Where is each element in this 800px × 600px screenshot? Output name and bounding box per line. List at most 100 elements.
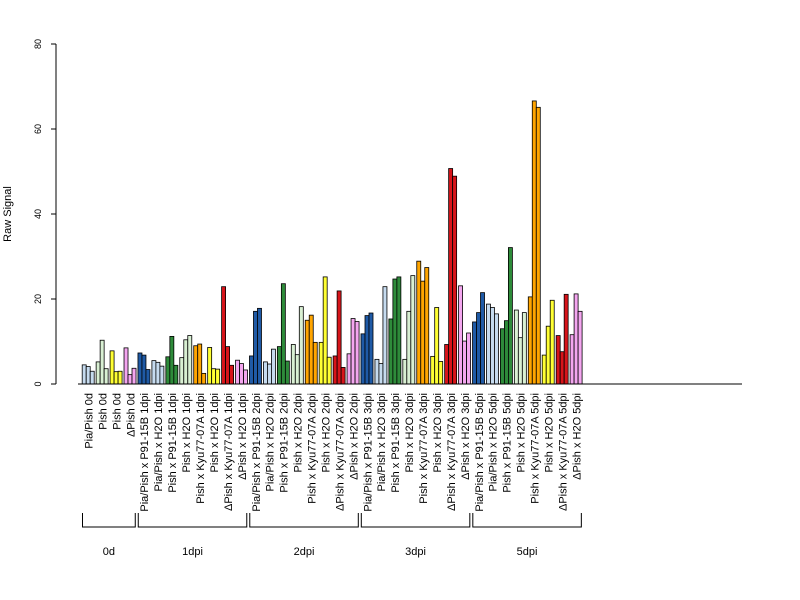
category-label: ΔPish x Kyu77-07A 5dpi [557, 393, 569, 511]
bar [476, 312, 481, 385]
bar [179, 357, 185, 385]
bar [103, 368, 109, 385]
bar [235, 359, 240, 385]
bar [271, 348, 276, 385]
bar [490, 307, 495, 385]
bar [123, 347, 129, 385]
bar [545, 325, 551, 385]
category-label: Pia/Pish x H2O 5dpi [488, 393, 500, 491]
bar [197, 343, 203, 385]
bar [563, 293, 569, 385]
category-label: Pish x Kyu77-07A 5dpi [530, 393, 542, 504]
bar [290, 344, 296, 385]
bar [155, 361, 161, 385]
bar [151, 360, 157, 385]
bar [81, 364, 87, 385]
bar [229, 364, 235, 385]
bar [340, 367, 346, 385]
bar [350, 318, 356, 385]
bar [117, 370, 123, 385]
bar [424, 267, 430, 385]
bar [253, 310, 258, 385]
category-label: Pish 0d [97, 393, 109, 430]
bar [444, 344, 450, 385]
category-label: ΔPish x Kyu77-07A 3dpi [446, 393, 458, 511]
bar [85, 366, 91, 385]
bar [388, 318, 394, 385]
category-label: Pish x H2O 2dpi [293, 393, 305, 472]
bar [159, 365, 165, 385]
bar [360, 333, 366, 385]
bar [402, 358, 408, 385]
category-label: Pish x H2O 5dpi [516, 393, 528, 472]
bar [141, 354, 147, 385]
group-label: 5dpi [517, 546, 538, 558]
bar [173, 364, 179, 385]
category-label: Pia/Pish x P91-15B 2dpi [251, 393, 263, 512]
group-bracket [360, 513, 471, 528]
bar [535, 106, 541, 385]
bar [113, 371, 119, 385]
category-label: ΔPish x Kyu77-07A 1dpi [223, 393, 235, 511]
bar [211, 368, 217, 385]
category-label: Pish x H2O 3dpi [404, 393, 416, 472]
bar [499, 328, 505, 385]
category-label: ΔPish x H2O 1dpi [237, 393, 249, 480]
bar [183, 339, 189, 385]
bar [312, 341, 318, 385]
bar [257, 307, 262, 385]
group-label: 2dpi [294, 546, 315, 558]
bar [109, 350, 115, 385]
category-label: Pia/Pish x P91-15B 1dpi [139, 393, 151, 512]
category-label: Pish x Kyu77-07A 1dpi [195, 393, 207, 504]
y-tick-label: 60 [33, 124, 43, 134]
bar [472, 321, 477, 385]
group-bracket [249, 513, 359, 528]
category-label: Pia/Pish x P91-15B 5dpi [474, 393, 486, 512]
bar [448, 168, 454, 385]
bar [284, 360, 290, 385]
bar [137, 352, 143, 385]
bar [332, 355, 338, 385]
bar [507, 247, 513, 385]
bar [127, 374, 133, 385]
bar [541, 354, 547, 385]
bar [89, 370, 95, 385]
category-labels: Pia/Pish 0d Pish 0d Pish 0d ΔPish 0d Pia/Pis… [83, 393, 583, 512]
bar [221, 286, 227, 385]
category-label: Pia/Pish 0d [83, 393, 95, 449]
bar [434, 307, 440, 385]
bar [368, 312, 374, 385]
bar [165, 356, 171, 385]
bar [187, 335, 193, 385]
category-label: ΔPish x H2O 5dpi [571, 393, 583, 480]
bar [145, 369, 151, 385]
bar [169, 335, 175, 385]
category-label: Pish x P91-15B 5dpi [502, 393, 514, 493]
bar [239, 363, 244, 385]
category-label: ΔPish x H2O 2dpi [348, 393, 360, 480]
bar [573, 293, 579, 385]
bars [81, 100, 583, 385]
group-bracket [82, 513, 136, 528]
bar [201, 372, 207, 385]
y-axis-title: Raw Signal [2, 186, 14, 242]
bar [294, 354, 300, 385]
bar [521, 312, 527, 385]
bar [95, 361, 101, 385]
category-label: Pish x Kyu77-07A 3dpi [418, 393, 430, 504]
group-label: 3dpi [405, 546, 426, 558]
category-label: Pish x P91-15B 2dpi [279, 393, 291, 493]
bar [559, 351, 565, 385]
group-bracket [472, 513, 582, 528]
category-label: Pish x P91-15B 3dpi [390, 393, 402, 493]
bar [304, 319, 310, 385]
bar [336, 290, 342, 385]
category-label: Pish x Kyu77-07A 2dpi [307, 393, 319, 504]
bar [243, 369, 248, 385]
bar [382, 286, 388, 385]
bar [549, 299, 555, 385]
bar [416, 260, 422, 385]
bar [392, 278, 398, 385]
